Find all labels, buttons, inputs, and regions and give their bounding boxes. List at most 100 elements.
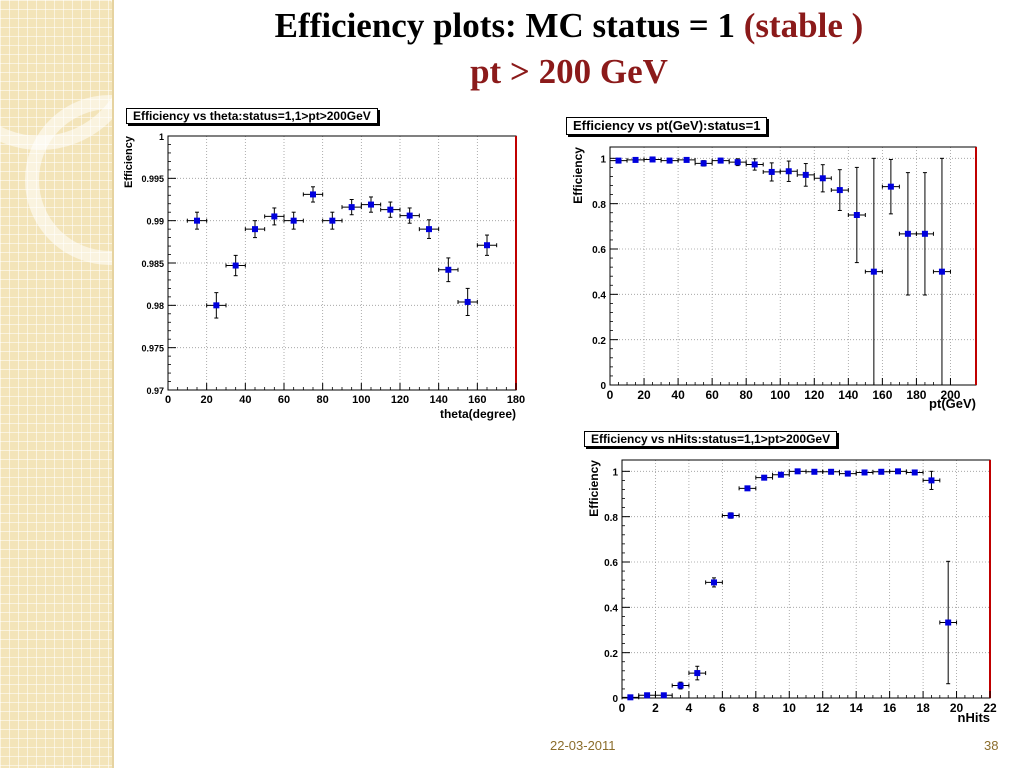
data-marker — [802, 171, 809, 178]
y-tick-label: 0.4 — [604, 604, 618, 615]
y-tick-label: 0.995 — [141, 174, 164, 184]
data-marker — [660, 692, 667, 699]
data-point — [694, 160, 713, 167]
data-point — [711, 157, 730, 164]
data-point — [932, 157, 951, 386]
efficiency-vs-pt-plot: Efficiency vs pt(GeV):status=1 0 20 40 60 80 1… — [560, 115, 986, 415]
data-marker — [310, 191, 316, 198]
data-point — [728, 158, 747, 167]
data-marker — [861, 469, 868, 476]
data-point — [380, 201, 401, 218]
data-marker — [785, 168, 792, 175]
data-marker — [406, 212, 413, 219]
x-tick-label: 180 — [906, 388, 926, 402]
data-point — [688, 665, 707, 681]
data-marker — [870, 268, 877, 275]
data-point — [677, 156, 696, 163]
sidebar-decoration — [0, 0, 112, 768]
y-tick-label: 0.975 — [141, 344, 164, 354]
data-marker — [252, 226, 258, 233]
plot-svg: 0 2 4 6 8 10 12 14 16 18 20 22 0 0.2 0.4 0.6 0.8 1 nHits Ef… — [587, 459, 997, 725]
x-tick-label: 6 — [719, 701, 726, 715]
data-marker — [464, 298, 471, 305]
data-marker — [232, 262, 239, 269]
data-marker — [194, 217, 200, 224]
y-tick-label: 0.8 — [604, 513, 618, 524]
efficiency-vs-theta-plot: Efficiency vs theta:status=1,1>pt>200GeV… — [116, 106, 526, 424]
x-tick-label: 18 — [916, 701, 930, 715]
data-point — [264, 207, 285, 226]
data-marker — [938, 268, 945, 275]
data-point — [872, 468, 891, 475]
data-point — [341, 199, 362, 216]
data-point — [322, 211, 343, 230]
data-point — [360, 196, 382, 213]
data-point — [438, 257, 459, 283]
data-point — [738, 485, 757, 492]
y-tick-label: 0.4 — [592, 291, 606, 302]
x-tick-label: 200 — [940, 388, 960, 402]
data-point — [796, 163, 815, 187]
data-marker — [445, 266, 452, 273]
data-marker — [928, 477, 935, 484]
x-tick-label: 40 — [671, 388, 685, 402]
data-point — [762, 162, 781, 182]
data-marker — [368, 201, 374, 208]
x-tick-label: 0 — [165, 394, 171, 406]
x-tick-label: 160 — [468, 394, 486, 406]
x-tick-label: 180 — [507, 394, 525, 406]
data-marker — [777, 471, 784, 478]
data-marker — [761, 474, 768, 481]
data-point — [418, 219, 440, 239]
data-marker — [348, 204, 355, 211]
plot-title: Efficiency vs pt(GeV):status=1 — [566, 117, 768, 135]
data-marker — [387, 206, 394, 213]
footer-date: 22-03-2011 — [550, 738, 616, 753]
slide-subtitle: pt > 200 GeV — [470, 52, 668, 91]
x-tick-label: 160 — [872, 388, 892, 402]
x-tick-label: 80 — [317, 394, 329, 406]
y-axis-title: Efficiency — [123, 135, 135, 188]
data-marker — [683, 156, 690, 163]
data-point — [621, 694, 640, 701]
plot-frame — [621, 459, 991, 699]
data-point — [813, 164, 832, 193]
y-axis-title: Efficiency — [571, 147, 585, 204]
plot-title: Efficiency vs nHits:status=1,1>pt>200GeV — [584, 431, 838, 448]
efficiency-vs-nhits-plot: Efficiency vs nHits:status=1,1>pt>200GeV… — [570, 428, 1000, 728]
data-point — [939, 560, 958, 685]
data-point — [244, 220, 266, 239]
x-tick-label: 16 — [883, 701, 897, 715]
data-point — [186, 211, 208, 230]
data-point — [830, 169, 849, 211]
x-tick-label: 140 — [838, 388, 858, 402]
data-marker — [213, 302, 220, 309]
data-marker — [666, 157, 673, 164]
data-marker — [819, 175, 826, 182]
x-tick-label: 120 — [391, 394, 409, 406]
data-point — [283, 211, 304, 230]
data-marker — [484, 242, 490, 249]
x-tick-label: 0 — [619, 701, 626, 715]
data-marker — [945, 619, 952, 626]
x-tick-label: 8 — [752, 701, 759, 715]
y-axis-title: Efficiency — [587, 460, 601, 517]
data-marker — [649, 156, 656, 163]
x-tick-label: 14 — [850, 701, 864, 715]
data-point — [476, 234, 498, 256]
slide-title-text: Efficiency plots: MC status = 1 — [274, 6, 744, 45]
data-point — [847, 166, 866, 264]
x-tick-label: 20 — [950, 701, 964, 715]
data-marker — [290, 217, 297, 224]
data-marker — [632, 156, 639, 163]
sidebar-edge — [112, 0, 114, 768]
y-tick-label: 0.8 — [592, 200, 606, 211]
data-point — [864, 157, 883, 386]
data-marker — [734, 159, 741, 166]
data-marker — [711, 579, 717, 586]
y-tick-label: 0.2 — [604, 649, 618, 660]
data-marker — [844, 470, 851, 477]
x-tick-label: 100 — [770, 388, 790, 402]
data-marker — [768, 168, 775, 175]
data-marker — [895, 468, 901, 475]
